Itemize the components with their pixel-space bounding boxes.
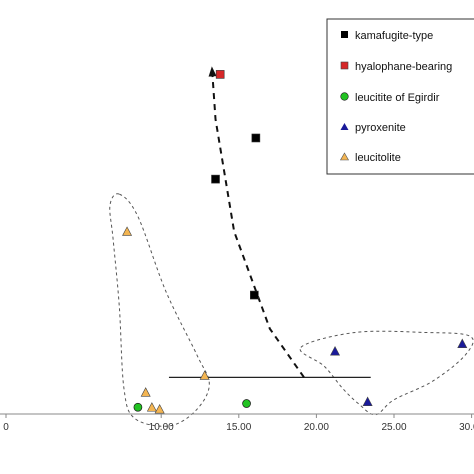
point-leucitolite-5 [199, 370, 210, 380]
x-tick-label-25: 25.00 [381, 422, 406, 433]
legend-label-hyalophane-bearing: hyalophane-bearing [355, 61, 452, 73]
legend: kamafugite-type hyalophane-bearing leuci… [326, 18, 474, 175]
point-leucitolite-3 [146, 402, 157, 412]
point-leucitite-of-egirdir-2 [242, 399, 251, 408]
point-leucitolite-1 [122, 226, 133, 236]
legend-label-kamafugite-type: kamafugite-type [355, 30, 433, 42]
legend-marker-pyroxenite [340, 123, 349, 130]
point-kamafugite-type-2 [251, 133, 261, 143]
point-pyroxenite-3 [362, 396, 373, 406]
point-leucitolite-4 [154, 403, 165, 414]
envelope-2 [299, 330, 474, 416]
x-tick-label-0: 0 [3, 422, 9, 433]
legend-label-leucitite-of-egirdir: leucitite of Egirdir [355, 92, 440, 104]
legend-box [326, 18, 474, 175]
x-tick-label-20: 20.00 [304, 422, 329, 433]
trend-arrow-head [208, 66, 217, 77]
legend-marker-kamafugite-type [341, 31, 348, 38]
point-kamafugite-type-1 [211, 174, 220, 184]
x-tick-label-15: 15.00 [226, 422, 251, 433]
point-hyalophane-bearing-1 [215, 70, 225, 79]
point-leucitolite-2 [140, 387, 151, 397]
trend-arrow-line [211, 74, 305, 378]
data-points [122, 70, 468, 414]
legend-marker-leucitolite [339, 152, 350, 161]
legend-label-pyroxenite: pyroxenite [355, 122, 406, 134]
legend-label-leucitolite: leucitolite [355, 152, 401, 164]
envelope-1 [109, 193, 210, 427]
legend-marker-leucitite-of-egirdir [340, 92, 349, 101]
legend-marker-hyalophane-bearing [340, 61, 349, 70]
point-pyroxenite-1 [330, 346, 341, 356]
point-kamafugite-type-3 [250, 290, 259, 300]
point-pyroxenite-2 [457, 338, 468, 348]
point-leucitite-of-egirdir-1 [133, 402, 143, 412]
x-tick-label-30: 30.00 [459, 422, 474, 433]
x-tick-label-10: 10.00 [149, 422, 174, 433]
envelopes [109, 193, 474, 427]
